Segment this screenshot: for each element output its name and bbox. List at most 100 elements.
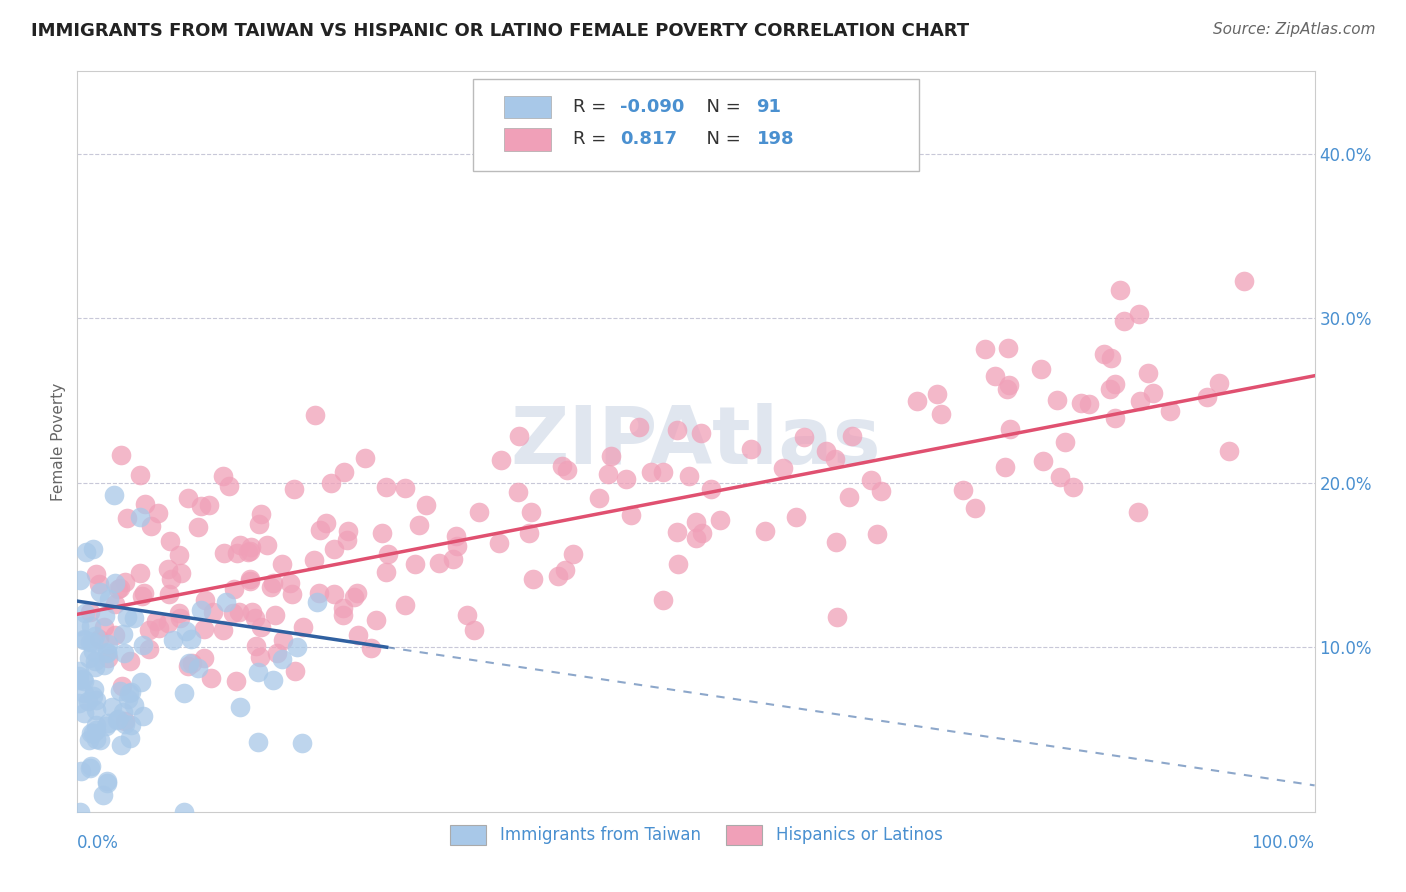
Point <box>925 387 948 401</box>
Point <box>72 672 94 686</box>
Point <box>1128 308 1150 322</box>
Point <box>104 576 127 591</box>
Point <box>522 572 544 586</box>
Point <box>488 536 510 550</box>
Point <box>1092 347 1115 361</box>
Point <box>79 733 101 747</box>
Point <box>174 624 197 639</box>
Point <box>84 718 107 732</box>
Point <box>332 601 354 615</box>
Point <box>190 500 212 514</box>
Text: 0.817: 0.817 <box>620 130 678 148</box>
Point <box>627 420 650 434</box>
Point <box>446 539 468 553</box>
Point <box>239 572 262 586</box>
Point <box>333 465 356 479</box>
Point <box>598 467 620 482</box>
Point <box>283 482 305 496</box>
Point <box>859 473 882 487</box>
Point <box>80 619 103 633</box>
Point <box>146 507 169 521</box>
Point <box>1000 421 1022 435</box>
Point <box>366 613 388 627</box>
Point <box>685 531 707 545</box>
Point <box>97 715 120 730</box>
Point <box>600 450 623 464</box>
Text: R =: R = <box>574 130 613 148</box>
Point <box>1104 376 1126 391</box>
Point <box>104 597 127 611</box>
Point <box>239 574 262 588</box>
Point <box>1070 396 1092 410</box>
Point <box>250 507 273 521</box>
Point <box>1233 274 1256 288</box>
Point <box>547 568 569 582</box>
Point <box>128 566 150 581</box>
Point <box>83 629 105 643</box>
Point <box>110 739 132 753</box>
Point <box>117 691 139 706</box>
Point <box>1062 480 1084 494</box>
Point <box>157 587 180 601</box>
Point <box>404 557 426 571</box>
Point <box>995 382 1018 396</box>
Point <box>291 736 314 750</box>
Point <box>169 606 191 620</box>
Point <box>1218 444 1240 458</box>
Point <box>323 542 346 557</box>
Point <box>117 511 139 525</box>
Point <box>343 590 366 604</box>
Point <box>84 693 107 707</box>
Point <box>517 526 540 541</box>
Point <box>138 642 160 657</box>
Point <box>824 535 846 549</box>
Point <box>246 665 269 680</box>
Point <box>308 524 330 538</box>
Point <box>67 669 90 683</box>
Point <box>315 516 337 531</box>
Point <box>827 610 849 624</box>
Point <box>651 593 673 607</box>
Point <box>73 686 96 700</box>
Point <box>96 776 118 790</box>
Point <box>415 498 437 512</box>
Point <box>112 646 135 660</box>
Point <box>408 517 430 532</box>
Point <box>112 706 135 720</box>
Point <box>229 699 252 714</box>
Point <box>148 620 170 634</box>
Point <box>159 534 181 549</box>
Point <box>236 545 259 559</box>
Point <box>75 607 97 621</box>
Point <box>194 592 217 607</box>
Text: R =: R = <box>574 98 613 116</box>
Point <box>225 673 247 688</box>
Point <box>73 632 96 647</box>
Point <box>690 425 713 440</box>
Point <box>76 694 98 708</box>
Point <box>96 774 118 789</box>
Point <box>824 452 846 467</box>
Legend: Immigrants from Taiwan, Hispanics or Latinos: Immigrants from Taiwan, Hispanics or Lat… <box>443 818 949 852</box>
Point <box>1099 382 1122 396</box>
Point <box>651 466 673 480</box>
Point <box>93 620 115 634</box>
Point <box>640 465 662 479</box>
Point <box>394 481 416 495</box>
Point <box>247 735 270 749</box>
Point <box>200 671 222 685</box>
Point <box>271 651 294 665</box>
Point <box>520 505 543 519</box>
Point <box>685 515 707 529</box>
Point <box>229 538 252 552</box>
Text: -0.090: -0.090 <box>620 98 685 116</box>
Point <box>181 656 204 670</box>
Point <box>974 342 997 356</box>
Point <box>169 611 191 625</box>
Point <box>211 468 233 483</box>
Point <box>323 587 346 601</box>
Text: N =: N = <box>695 98 747 116</box>
Point <box>82 644 104 658</box>
Point <box>79 761 101 775</box>
Point <box>173 805 195 819</box>
